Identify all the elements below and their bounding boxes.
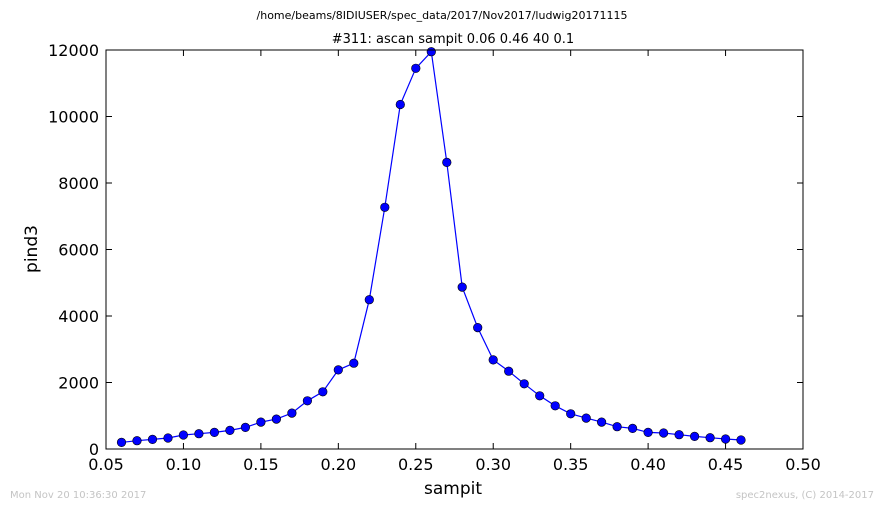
data-point — [302, 396, 313, 406]
data-point — [473, 323, 483, 333]
data-point — [178, 430, 188, 440]
data-point — [271, 414, 282, 424]
data-point — [658, 428, 669, 438]
data-point — [209, 427, 219, 438]
data-point — [535, 391, 545, 401]
data-point — [256, 417, 266, 427]
data-point — [147, 434, 158, 445]
data-point — [364, 295, 374, 305]
data-point — [627, 423, 638, 434]
data-point — [596, 417, 607, 427]
plot-area — [106, 50, 803, 449]
data-point — [225, 425, 235, 436]
footer-credit: spec2nexus, (C) 2014-2017 — [736, 490, 874, 501]
data-point — [426, 47, 436, 57]
data-layer — [116, 47, 746, 448]
data-point — [550, 401, 560, 411]
data-point — [287, 408, 297, 418]
data-point — [643, 427, 653, 438]
data-point — [457, 282, 467, 292]
y-tick-label: 2000 — [58, 374, 99, 393]
data-point — [689, 431, 700, 442]
data-point — [380, 202, 390, 212]
data-point — [240, 422, 250, 433]
footer-timestamp: Mon Nov 20 10:36:30 2017 — [10, 490, 146, 501]
x-tick-label: 0.25 — [398, 455, 434, 474]
data-point — [349, 358, 359, 368]
data-point — [705, 433, 715, 443]
data-point — [674, 430, 684, 440]
chart-title: #311: ascan sampit 0.06 0.46 40 0.1 — [332, 32, 574, 47]
y-tick-label: 12000 — [48, 41, 99, 60]
data-point — [566, 409, 576, 419]
x-tick-label: 0.50 — [785, 455, 821, 474]
x-tick-label: 0.35 — [553, 455, 589, 474]
y-tick-label: 8000 — [58, 174, 99, 193]
data-point — [504, 366, 514, 376]
data-point — [194, 429, 204, 439]
data-point — [612, 422, 622, 432]
y-tick-label: 10000 — [48, 108, 99, 127]
data-point — [488, 355, 498, 365]
y-tick-label: 6000 — [58, 241, 99, 260]
y-tick-label: 4000 — [58, 307, 99, 326]
data-point — [581, 413, 591, 423]
data-point — [442, 157, 452, 167]
data-point — [720, 434, 731, 444]
x-tick-label: 0.10 — [166, 455, 202, 474]
x-tick-label: 0.40 — [630, 455, 666, 474]
plot-frame — [105, 49, 804, 450]
y-tick-label: 0 — [89, 440, 99, 459]
x-tick-label: 0.15 — [243, 455, 279, 474]
data-point — [519, 379, 529, 389]
x-tick-label: 0.45 — [708, 455, 744, 474]
x-tick-label: 0.30 — [475, 455, 511, 474]
y-axis-label: pind3 — [22, 225, 42, 273]
x-tick-label: 0.20 — [321, 455, 357, 474]
data-point — [333, 365, 343, 375]
data-point — [411, 63, 421, 73]
data-point — [318, 387, 328, 397]
figure-suptitle: /home/beams/8IDIUSER/spec_data/2017/Nov2… — [257, 9, 628, 22]
data-point — [736, 435, 746, 445]
data-point — [395, 99, 405, 110]
data-point — [132, 436, 142, 446]
x-axis-label: sampit — [424, 479, 482, 499]
x-tick-label: 0.05 — [88, 455, 124, 474]
data-point — [116, 437, 127, 448]
axis-ticks: 0.05 0.10 0.15 0.20 0.25 0.30 0.35 0.40 0.45 0.50… — [48, 41, 821, 474]
data-point — [163, 433, 173, 443]
